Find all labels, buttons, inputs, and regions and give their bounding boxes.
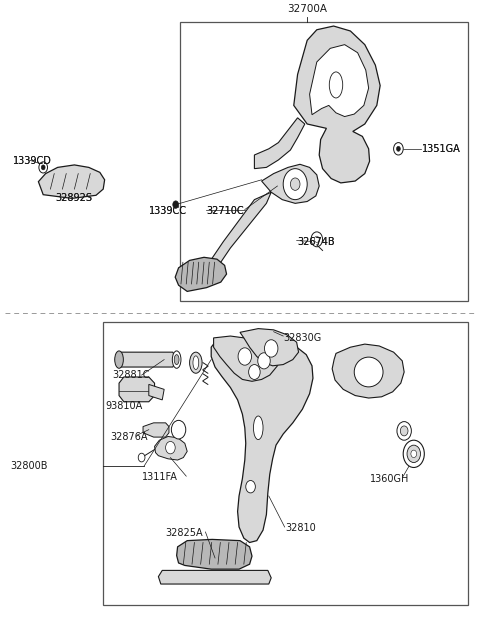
Polygon shape [119,377,155,402]
Circle shape [397,422,411,440]
Circle shape [403,440,424,467]
Circle shape [41,165,45,170]
Text: 32876A: 32876A [110,432,148,442]
Polygon shape [177,539,252,569]
Text: 1360GH: 1360GH [370,474,409,484]
Polygon shape [310,45,369,117]
Polygon shape [143,423,169,437]
Polygon shape [254,118,305,169]
Ellipse shape [174,355,179,365]
Circle shape [166,441,175,454]
Circle shape [400,426,408,436]
Ellipse shape [354,357,383,387]
Ellipse shape [115,351,123,368]
Ellipse shape [193,356,199,370]
Circle shape [171,420,186,439]
Bar [103,322,468,604]
Polygon shape [194,192,271,282]
Ellipse shape [329,72,343,98]
Circle shape [396,146,400,151]
Text: 32710C: 32710C [206,206,244,216]
Text: 1351GA: 1351GA [422,144,461,154]
Polygon shape [294,26,380,183]
Polygon shape [240,329,299,366]
Text: 32830G: 32830G [283,333,322,343]
Text: 1339CC: 1339CC [149,206,187,216]
Text: 1339CD: 1339CD [13,156,52,166]
Text: 32674B: 32674B [298,237,335,247]
Circle shape [238,348,252,365]
Text: 32892S: 32892S [55,193,92,203]
Text: 32800B: 32800B [11,461,48,471]
Text: 32892S: 32892S [55,193,92,203]
Ellipse shape [253,416,263,440]
Circle shape [314,236,319,242]
Polygon shape [155,436,187,460]
Circle shape [39,162,48,173]
Circle shape [249,365,260,379]
Text: 32674B: 32674B [298,237,335,247]
Text: 1311FA: 1311FA [142,472,178,482]
Polygon shape [262,164,319,203]
Circle shape [311,232,323,247]
Circle shape [407,445,420,463]
Circle shape [264,340,278,357]
Polygon shape [158,570,271,584]
Polygon shape [115,352,177,367]
Text: 32825A: 32825A [166,528,203,538]
Polygon shape [214,336,279,381]
Circle shape [173,201,179,208]
Polygon shape [332,344,404,398]
Polygon shape [149,384,164,400]
Circle shape [283,169,307,200]
Polygon shape [175,257,227,291]
Text: 32881C: 32881C [113,370,150,380]
Text: 32700A: 32700A [287,4,327,14]
Ellipse shape [190,352,202,373]
Circle shape [394,143,403,155]
Polygon shape [211,338,313,542]
Text: 93810A: 93810A [106,401,143,411]
Circle shape [290,178,300,190]
Text: 32710C: 32710C [206,206,244,216]
Polygon shape [38,165,105,198]
Circle shape [138,453,145,462]
Text: 32810: 32810 [286,523,316,533]
Circle shape [246,480,255,493]
Bar [180,22,468,301]
Circle shape [258,353,270,369]
Text: 1339CD: 1339CD [13,156,52,166]
Text: 1351GA: 1351GA [422,144,461,154]
Ellipse shape [172,351,181,368]
Text: 1339CC: 1339CC [149,206,187,216]
Circle shape [411,450,417,458]
